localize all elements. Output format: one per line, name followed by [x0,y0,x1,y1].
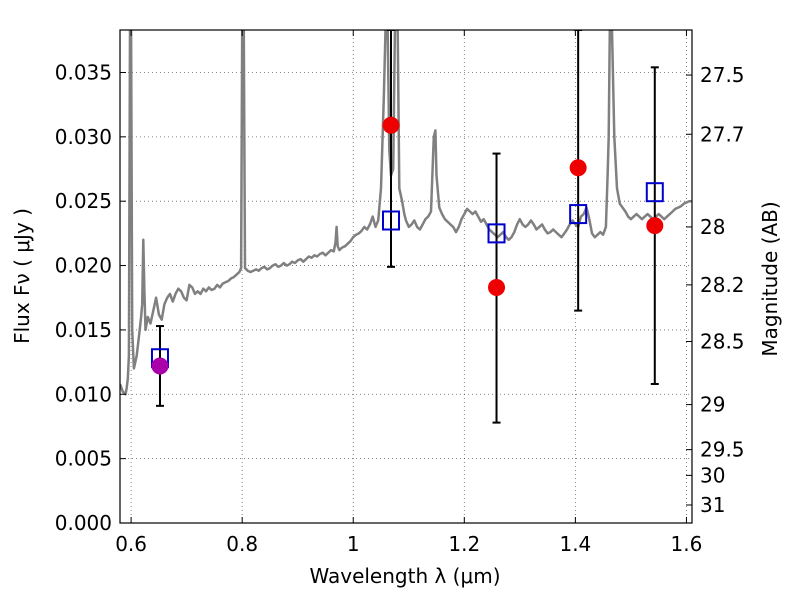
y-tick-label: 0.030 [55,125,112,149]
y-tick-label: 0.020 [55,254,112,278]
model-flux-square [569,204,588,225]
y-axis-title: Flux Fν ( μJy ) [10,208,34,344]
right-tick-label: 28.2 [700,273,745,297]
measured-flux-point [151,357,169,375]
measured-flux-point [488,278,506,296]
measured-flux-point [382,116,400,134]
axis-ticks [120,30,692,524]
x-tick-label: 1.2 [448,532,480,556]
x-tick-label: 0.6 [115,532,147,556]
model-flux-square [487,223,506,244]
model-flux-square [382,210,401,231]
y-tick-label: 0.005 [55,447,112,471]
right-tick-label: 29.5 [700,438,745,462]
model-flux-square [645,182,664,203]
plot-frame [119,29,693,524]
axis-labels: 0.6 0.8 1 1.2 1.4 1.6 0.000 0.005 0.010 0.015 0.02… [55,60,745,556]
measured-flux-point [646,217,664,235]
x-tick-label: 0.8 [226,532,258,556]
model-spectrum-line [120,30,692,396]
right-tick-label: 30 [700,463,725,487]
y-tick-label: 0.035 [55,60,112,84]
right-tick-label: 27.7 [700,122,745,146]
y-tick-label: 0.015 [55,318,112,342]
plot-data [120,30,692,424]
x-axis-title: Wavelength λ (μm) [309,564,500,588]
x-tick-label: 1 [347,532,360,556]
x-tick-label: 1.4 [559,532,591,556]
y-axis-right-title: Magnitude (AB) [758,201,782,356]
y-tick-label: 0.000 [55,511,112,535]
measured-flux-point [569,159,587,177]
right-tick-label: 29 [700,393,725,417]
right-tick-label: 28 [700,215,725,239]
x-tick-label: 1.6 [671,532,703,556]
right-tick-label: 27.5 [700,63,745,87]
grid-lines [120,30,692,523]
y-tick-label: 0.010 [55,382,112,406]
right-tick-label: 31 [700,493,725,517]
right-tick-label: 28.5 [700,330,745,354]
y-tick-label: 0.025 [55,189,112,213]
